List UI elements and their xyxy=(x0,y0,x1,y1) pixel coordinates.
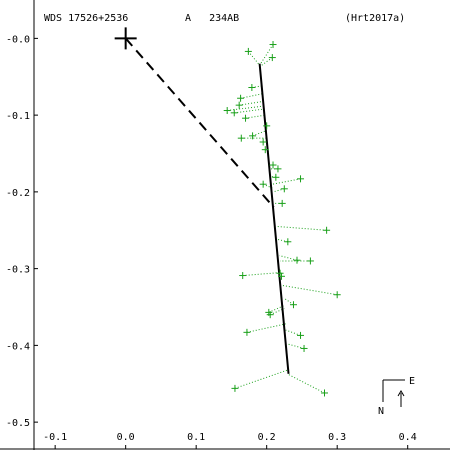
x-tick-label: 0.0 xyxy=(117,432,135,443)
observation-point xyxy=(235,101,243,109)
observation-point xyxy=(272,173,280,181)
observation-point xyxy=(249,132,257,140)
observation-point xyxy=(297,175,305,183)
residual-line xyxy=(239,100,264,106)
primary-star-marker xyxy=(114,27,137,50)
observation-point xyxy=(269,161,277,169)
observation-point xyxy=(261,146,269,154)
y-tick-label: -0.4 xyxy=(6,341,30,352)
observation-point xyxy=(293,256,301,264)
observation-point xyxy=(269,41,277,49)
observation-point xyxy=(237,134,245,142)
residual-line xyxy=(283,297,294,306)
x-tick-label: 0.2 xyxy=(258,432,276,443)
observation-point xyxy=(297,331,305,339)
observation-point xyxy=(243,328,251,336)
y-tick-label: -0.1 xyxy=(6,111,30,122)
compass-east-label: E xyxy=(409,376,415,387)
orbit-line xyxy=(258,63,290,374)
observation-point xyxy=(280,185,288,193)
observation-point xyxy=(320,389,328,397)
x-tick-label: 0.3 xyxy=(328,432,346,443)
residual-line xyxy=(272,178,301,185)
residual-line xyxy=(279,255,298,261)
residual-line xyxy=(285,329,301,336)
residual-line xyxy=(234,369,288,389)
observation-point xyxy=(223,107,231,115)
header-component: A 234AB xyxy=(185,13,239,24)
compass-arrow-head xyxy=(397,390,405,397)
compass-north-label: N xyxy=(378,406,384,417)
observation-point xyxy=(259,138,267,146)
observation-point xyxy=(259,180,267,188)
observation-point xyxy=(239,272,247,280)
residual-line xyxy=(234,108,265,114)
observation-point xyxy=(230,109,238,117)
residual-line xyxy=(227,105,265,112)
residual-line xyxy=(252,130,267,137)
residual-line xyxy=(282,285,338,296)
observation-point xyxy=(266,311,274,319)
observation-point xyxy=(300,344,308,352)
observation-point xyxy=(231,384,239,392)
x-tick-label: 0.4 xyxy=(399,432,417,443)
observation-point xyxy=(237,94,245,102)
observation-point xyxy=(244,47,252,55)
x-tick-label: 0.1 xyxy=(187,432,205,443)
residual-line xyxy=(246,323,286,333)
y-tick-label: -0.2 xyxy=(6,188,30,199)
x-tick-label: -0.1 xyxy=(43,432,67,443)
residual-line xyxy=(276,225,327,231)
residual-line xyxy=(259,44,274,66)
residual-line xyxy=(245,114,266,119)
observation-point xyxy=(323,226,331,234)
observation-point xyxy=(268,54,276,62)
reference-dashed-line xyxy=(124,37,275,208)
observation-point xyxy=(242,114,250,122)
y-tick-label: -0.0 xyxy=(6,34,30,45)
residual-line xyxy=(240,93,264,99)
observation-point xyxy=(289,301,297,309)
observation-point xyxy=(306,257,314,265)
observation-point xyxy=(248,83,256,91)
observation-point xyxy=(276,269,284,277)
residual-line xyxy=(286,343,305,349)
header-wds-id: WDS 17526+2536 xyxy=(44,13,128,24)
observation-point xyxy=(333,291,341,299)
residual-line xyxy=(242,271,282,277)
observation-point xyxy=(277,272,285,280)
y-tick-label: -0.5 xyxy=(6,418,30,429)
compass: E N xyxy=(378,376,415,417)
observation-point xyxy=(278,199,286,207)
observation-point xyxy=(274,165,282,173)
y-tick-label: -0.3 xyxy=(6,265,30,276)
observation-point xyxy=(263,122,271,130)
residual-line xyxy=(288,374,325,394)
residual-line xyxy=(272,188,285,193)
header-reference: (Hrt2017a) xyxy=(345,13,405,24)
observation-point xyxy=(284,238,292,246)
residual-line xyxy=(247,51,261,66)
